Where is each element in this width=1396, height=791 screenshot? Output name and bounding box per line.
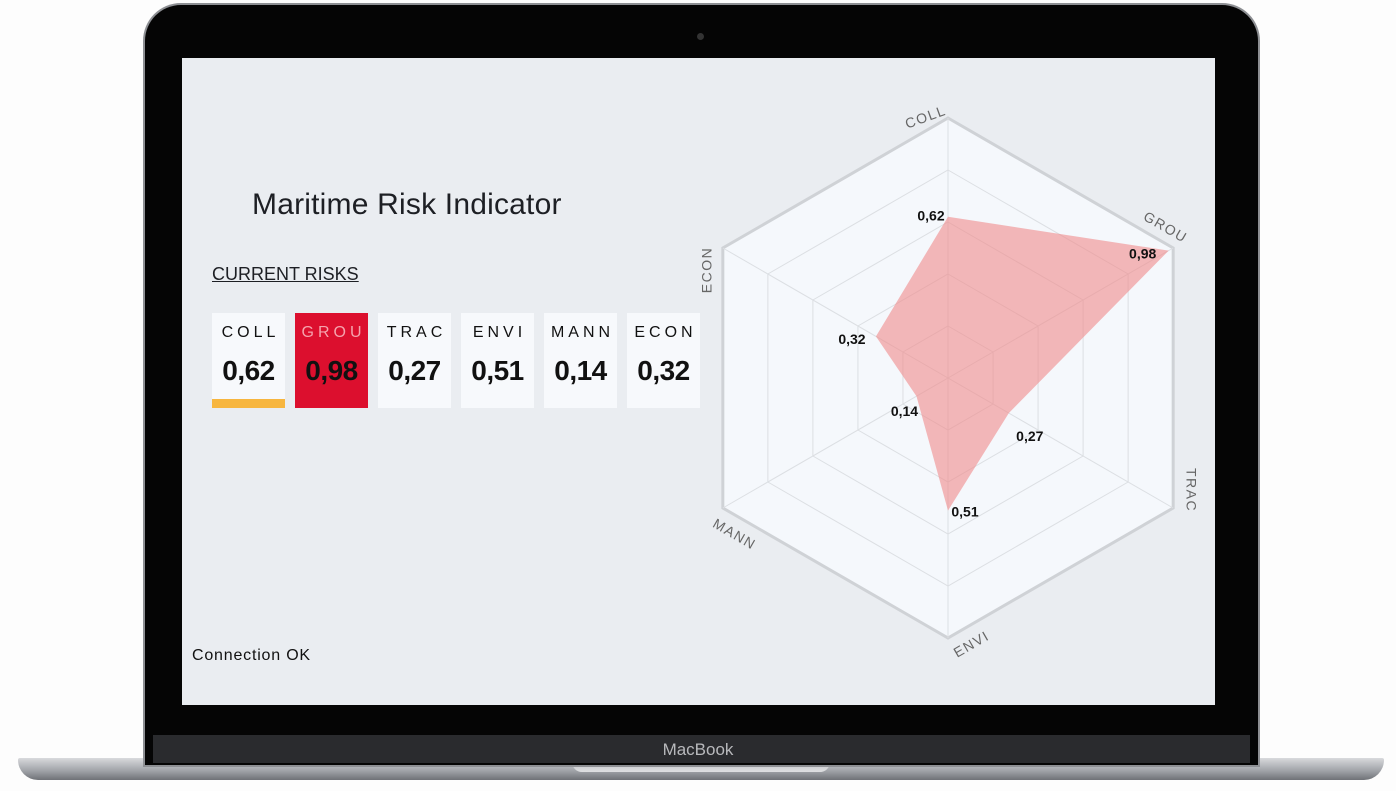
- radar-chart: COLLGROUTRACENVIMANNECON0,620,980,270,51…: [182, 58, 1215, 705]
- brand-label: MacBook: [0, 740, 1396, 760]
- axis-label: TRAC: [1183, 468, 1199, 512]
- value-label: 0,14: [891, 403, 918, 419]
- page: MacBook Maritime Risk Indicator CURRENT …: [0, 0, 1396, 791]
- value-label: 0,62: [917, 208, 944, 224]
- value-label: 0,51: [951, 503, 978, 519]
- value-label: 0,27: [1016, 428, 1043, 444]
- camera: [697, 33, 704, 40]
- screen: Maritime Risk Indicator CURRENT RISKS CO…: [182, 58, 1215, 705]
- value-label: 0,32: [838, 331, 865, 347]
- axis-label: ECON: [699, 247, 715, 293]
- value-label: 0,98: [1129, 245, 1156, 261]
